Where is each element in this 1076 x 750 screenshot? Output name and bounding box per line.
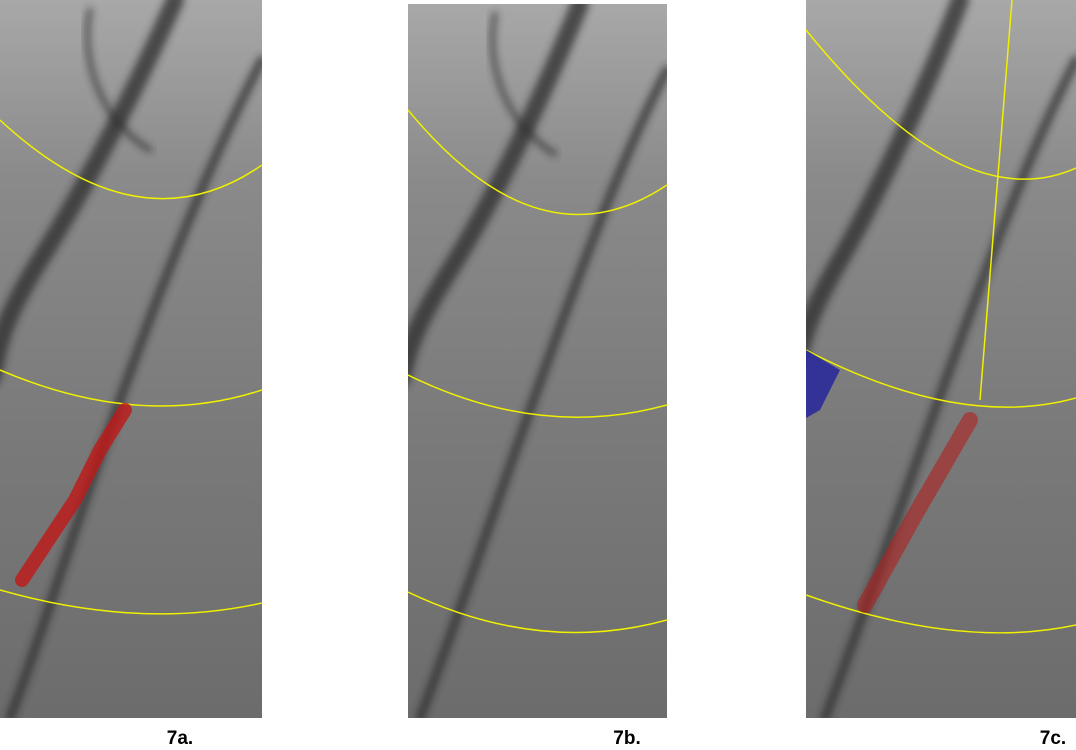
panel-label: 7b. <box>613 728 640 749</box>
panel-label: 7a. <box>167 728 193 749</box>
panel-label: 7c. <box>1040 728 1066 749</box>
panel-a-image <box>0 0 262 718</box>
panel-b-image <box>408 4 667 718</box>
panel-c-image <box>806 0 1076 718</box>
